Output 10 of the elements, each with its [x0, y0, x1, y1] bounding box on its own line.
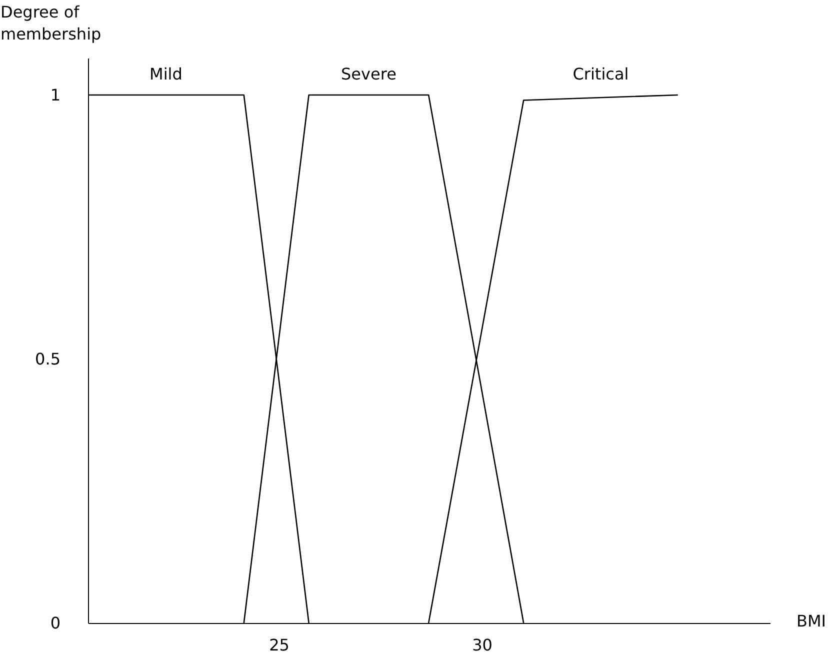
series-label: Severe [341, 64, 396, 84]
y-tick-label: 0 [50, 614, 60, 632]
y-tick-label: 0.5 [35, 349, 60, 368]
x-axis-title: BMI [796, 612, 826, 630]
x-tick-label: 25 [269, 636, 290, 654]
x-tick-label: 30 [472, 636, 492, 654]
y-axis-title: Degree of membership [0, 2, 102, 44]
series-label: Mild [150, 64, 182, 84]
series-label: Critical [572, 64, 629, 84]
y-tick-label: 1 [50, 85, 60, 104]
